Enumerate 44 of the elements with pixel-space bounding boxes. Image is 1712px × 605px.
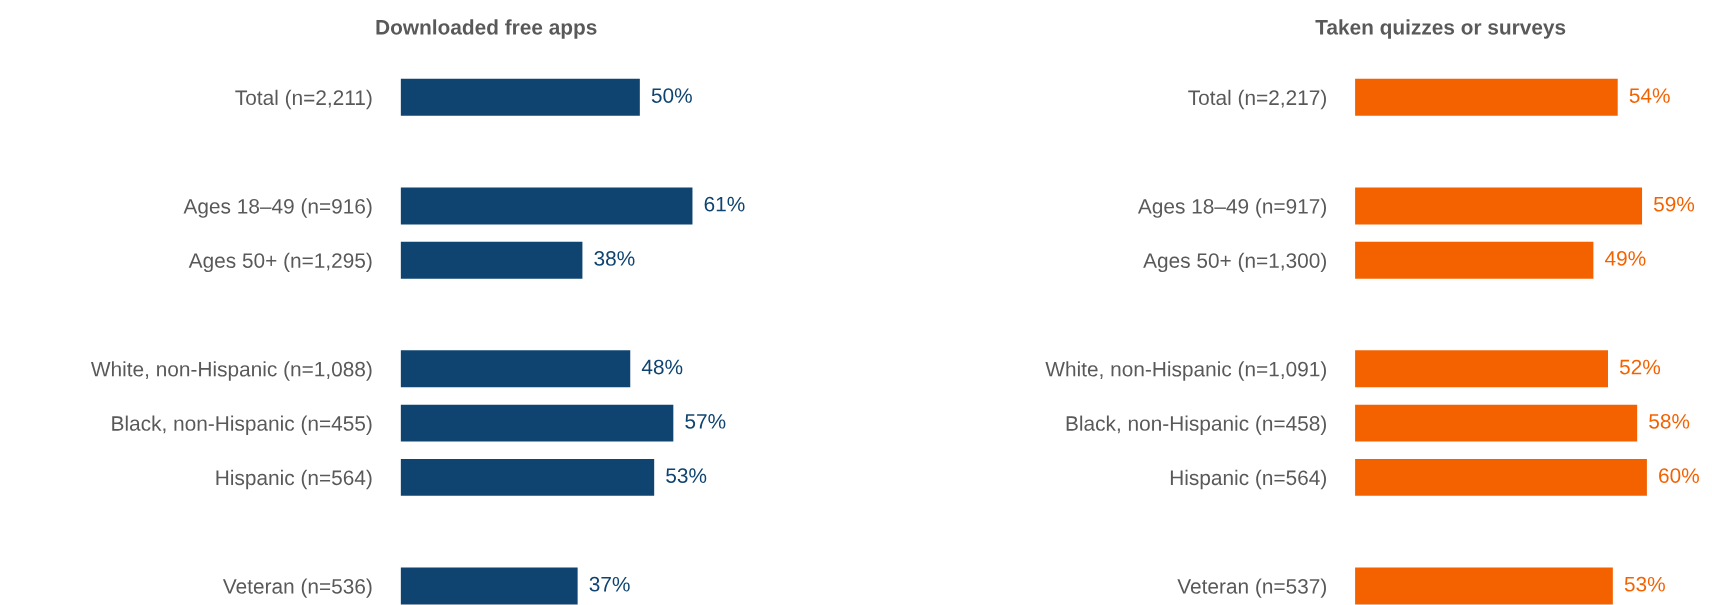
bar xyxy=(400,567,578,605)
chart-title: Taken quizzes or surveys xyxy=(1315,19,1566,39)
data-label: 48% xyxy=(641,359,683,375)
chart-title: Downloaded free apps xyxy=(376,19,597,39)
y-tick-label: Black, non-Hispanic (n=458) xyxy=(1066,415,1326,435)
y-tick-label: Veteran (n=537) xyxy=(1177,578,1326,598)
y-tick-label: Total (n=2,211) xyxy=(235,89,372,110)
data-label: 58% xyxy=(1649,413,1690,429)
y-tick-label: Ages 50+ (n=1,295) xyxy=(188,252,372,273)
y-tick-label: Total (n=2,217) xyxy=(1188,89,1326,110)
y-tick-label: Ages 18–49 (n=917) xyxy=(1137,198,1326,218)
data-label: 37% xyxy=(589,576,630,592)
data-label: 61% xyxy=(704,196,745,212)
data-label: 50% xyxy=(651,88,692,103)
data-label: 57% xyxy=(685,414,726,429)
y-tick-label: Hispanic (n=564) xyxy=(216,469,372,490)
bar xyxy=(1355,187,1643,225)
y-tick-label: Black, non-Hispanic (n=455) xyxy=(112,415,372,435)
data-label: 59% xyxy=(1653,196,1695,212)
bar xyxy=(1355,404,1638,442)
data-label: 53% xyxy=(666,468,707,483)
bar xyxy=(400,78,640,116)
bar xyxy=(400,187,693,225)
bar xyxy=(400,241,583,279)
bar xyxy=(1355,567,1613,605)
y-tick-label: White, non-Hispanic (n=1,088) xyxy=(90,361,372,381)
bar xyxy=(400,404,674,442)
data-label: 49% xyxy=(1604,251,1646,266)
bar xyxy=(400,458,655,496)
data-label: 60% xyxy=(1659,468,1699,483)
y-tick-label: Hispanic (n=564) xyxy=(1170,469,1326,490)
data-label: 53% xyxy=(1624,576,1665,592)
bar xyxy=(1355,458,1647,496)
data-label: 52% xyxy=(1619,359,1661,375)
y-tick-label: Ages 50+ (n=1,300) xyxy=(1143,252,1326,273)
bar xyxy=(1355,241,1594,279)
bar xyxy=(1355,350,1608,388)
y-tick-label: White, non-Hispanic (n=1,091) xyxy=(1045,361,1326,381)
y-tick-label: Veteran (n=536) xyxy=(222,578,372,598)
data-label: 54% xyxy=(1629,88,1670,103)
bar xyxy=(400,350,631,388)
data-label: 38% xyxy=(594,251,635,266)
y-tick-label: Ages 18–49 (n=916) xyxy=(183,198,372,218)
bar xyxy=(1355,78,1618,116)
